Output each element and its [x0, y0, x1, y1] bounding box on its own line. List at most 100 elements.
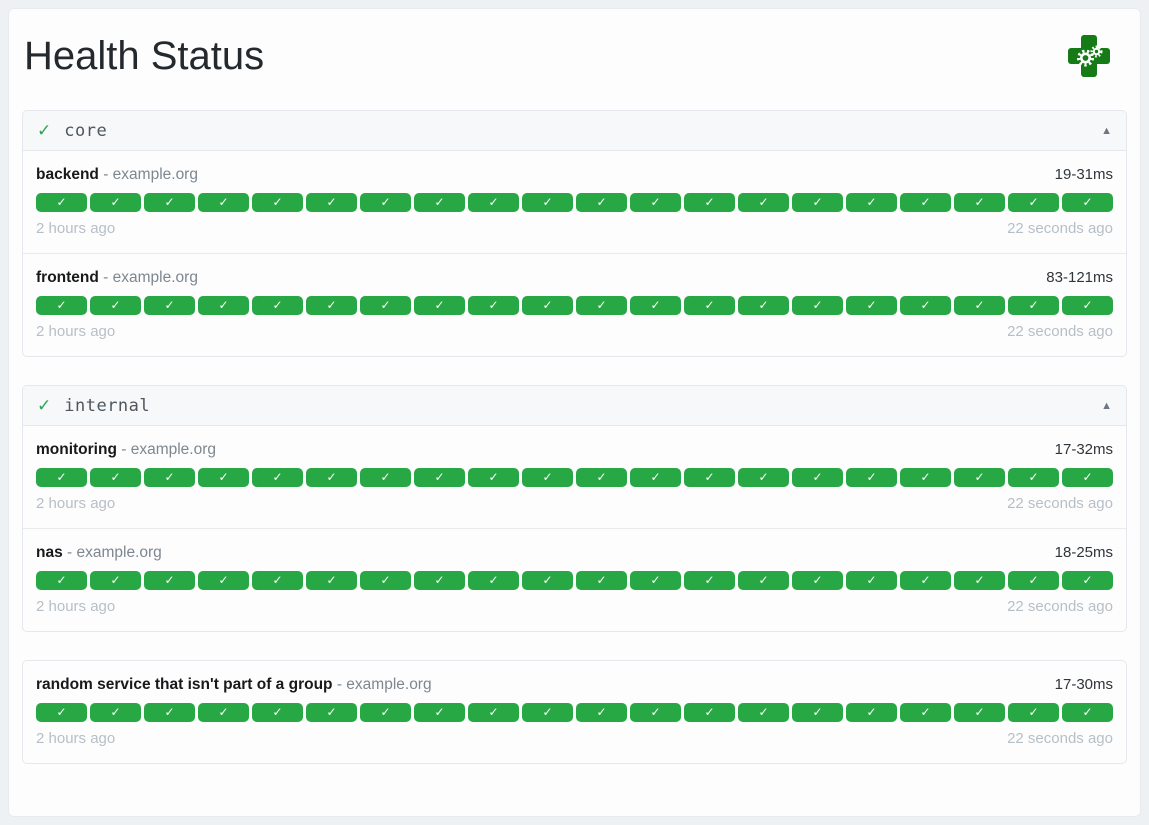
- health-check-success-badge[interactable]: ✓: [414, 468, 465, 487]
- health-check-success-badge[interactable]: ✓: [198, 193, 249, 212]
- health-check-success-badge[interactable]: ✓: [36, 193, 87, 212]
- health-check-success-badge[interactable]: ✓: [900, 703, 951, 722]
- health-check-success-badge[interactable]: ✓: [144, 296, 195, 315]
- health-check-success-badge[interactable]: ✓: [414, 193, 465, 212]
- health-check-success-badge[interactable]: ✓: [846, 296, 897, 315]
- health-check-success-badge[interactable]: ✓: [468, 571, 519, 590]
- health-check-success-badge[interactable]: ✓: [630, 468, 681, 487]
- health-check-success-badge[interactable]: ✓: [252, 296, 303, 315]
- endpoint-name[interactable]: nas: [36, 544, 63, 561]
- health-check-success-badge[interactable]: ✓: [630, 193, 681, 212]
- health-check-success-badge[interactable]: ✓: [576, 468, 627, 487]
- health-check-success-badge[interactable]: ✓: [90, 571, 141, 590]
- health-check-success-badge[interactable]: ✓: [792, 193, 843, 212]
- health-check-success-badge[interactable]: ✓: [846, 193, 897, 212]
- health-check-success-badge[interactable]: ✓: [198, 296, 249, 315]
- collapse-arrow-icon[interactable]: ▲: [1101, 124, 1112, 137]
- group-header-internal[interactable]: ✓ internal ▲: [23, 386, 1126, 426]
- health-check-success-badge[interactable]: ✓: [1008, 468, 1059, 487]
- health-check-success-badge[interactable]: ✓: [36, 703, 87, 722]
- health-check-success-badge[interactable]: ✓: [252, 571, 303, 590]
- health-check-success-badge[interactable]: ✓: [630, 296, 681, 315]
- health-check-success-badge[interactable]: ✓: [522, 296, 573, 315]
- health-check-success-badge[interactable]: ✓: [738, 703, 789, 722]
- health-check-success-badge[interactable]: ✓: [360, 703, 411, 722]
- health-check-success-badge[interactable]: ✓: [1062, 193, 1113, 212]
- health-check-success-badge[interactable]: ✓: [252, 193, 303, 212]
- health-check-success-badge[interactable]: ✓: [306, 296, 357, 315]
- health-check-success-badge[interactable]: ✓: [144, 193, 195, 212]
- health-check-success-badge[interactable]: ✓: [90, 296, 141, 315]
- health-check-success-badge[interactable]: ✓: [900, 468, 951, 487]
- health-check-success-badge[interactable]: ✓: [900, 296, 951, 315]
- health-check-success-badge[interactable]: ✓: [1008, 703, 1059, 722]
- group-header-core[interactable]: ✓ core ▲: [23, 111, 1126, 151]
- health-check-success-badge[interactable]: ✓: [1062, 703, 1113, 722]
- collapse-arrow-icon[interactable]: ▲: [1101, 399, 1112, 412]
- health-check-success-badge[interactable]: ✓: [738, 468, 789, 487]
- health-check-success-badge[interactable]: ✓: [684, 468, 735, 487]
- health-check-success-badge[interactable]: ✓: [198, 468, 249, 487]
- health-check-success-badge[interactable]: ✓: [198, 703, 249, 722]
- health-check-success-badge[interactable]: ✓: [954, 296, 1005, 315]
- health-check-success-badge[interactable]: ✓: [144, 703, 195, 722]
- health-check-success-badge[interactable]: ✓: [468, 703, 519, 722]
- health-check-success-badge[interactable]: ✓: [630, 571, 681, 590]
- health-check-success-badge[interactable]: ✓: [684, 296, 735, 315]
- health-check-success-badge[interactable]: ✓: [1062, 468, 1113, 487]
- health-check-success-badge[interactable]: ✓: [468, 468, 519, 487]
- health-check-success-badge[interactable]: ✓: [792, 703, 843, 722]
- health-check-success-badge[interactable]: ✓: [738, 571, 789, 590]
- health-check-success-badge[interactable]: ✓: [738, 296, 789, 315]
- health-check-success-badge[interactable]: ✓: [252, 468, 303, 487]
- health-check-success-badge[interactable]: ✓: [1062, 296, 1113, 315]
- endpoint-name[interactable]: frontend: [36, 269, 99, 286]
- health-check-success-badge[interactable]: ✓: [360, 468, 411, 487]
- health-check-success-badge[interactable]: ✓: [630, 703, 681, 722]
- health-check-success-badge[interactable]: ✓: [252, 703, 303, 722]
- endpoint-name[interactable]: random service that isn't part of a grou…: [36, 676, 333, 693]
- health-check-success-badge[interactable]: ✓: [846, 703, 897, 722]
- health-check-success-badge[interactable]: ✓: [468, 296, 519, 315]
- health-check-success-badge[interactable]: ✓: [576, 703, 627, 722]
- health-check-success-badge[interactable]: ✓: [1008, 571, 1059, 590]
- health-check-success-badge[interactable]: ✓: [306, 571, 357, 590]
- health-check-success-badge[interactable]: ✓: [576, 571, 627, 590]
- health-check-success-badge[interactable]: ✓: [684, 703, 735, 722]
- health-check-success-badge[interactable]: ✓: [36, 571, 87, 590]
- health-check-success-badge[interactable]: ✓: [414, 571, 465, 590]
- health-check-success-badge[interactable]: ✓: [306, 193, 357, 212]
- health-check-success-badge[interactable]: ✓: [36, 468, 87, 487]
- health-check-success-badge[interactable]: ✓: [90, 468, 141, 487]
- health-check-success-badge[interactable]: ✓: [846, 571, 897, 590]
- health-check-success-badge[interactable]: ✓: [522, 193, 573, 212]
- health-check-success-badge[interactable]: ✓: [576, 193, 627, 212]
- health-check-success-badge[interactable]: ✓: [1062, 571, 1113, 590]
- health-check-success-badge[interactable]: ✓: [1008, 193, 1059, 212]
- health-check-success-badge[interactable]: ✓: [414, 703, 465, 722]
- health-check-success-badge[interactable]: ✓: [360, 296, 411, 315]
- health-check-success-badge[interactable]: ✓: [414, 296, 465, 315]
- health-check-success-badge[interactable]: ✓: [900, 193, 951, 212]
- health-check-success-badge[interactable]: ✓: [792, 571, 843, 590]
- health-check-success-badge[interactable]: ✓: [306, 468, 357, 487]
- health-check-success-badge[interactable]: ✓: [144, 468, 195, 487]
- health-check-success-badge[interactable]: ✓: [198, 571, 249, 590]
- health-check-success-badge[interactable]: ✓: [954, 468, 1005, 487]
- health-check-success-badge[interactable]: ✓: [954, 703, 1005, 722]
- health-check-success-badge[interactable]: ✓: [522, 703, 573, 722]
- health-check-success-badge[interactable]: ✓: [576, 296, 627, 315]
- health-check-success-badge[interactable]: ✓: [306, 703, 357, 722]
- health-check-success-badge[interactable]: ✓: [684, 571, 735, 590]
- health-check-success-badge[interactable]: ✓: [360, 193, 411, 212]
- health-check-success-badge[interactable]: ✓: [954, 571, 1005, 590]
- health-check-success-badge[interactable]: ✓: [36, 296, 87, 315]
- health-check-success-badge[interactable]: ✓: [684, 193, 735, 212]
- health-check-success-badge[interactable]: ✓: [90, 703, 141, 722]
- health-check-success-badge[interactable]: ✓: [792, 296, 843, 315]
- endpoint-name[interactable]: monitoring: [36, 441, 117, 458]
- health-check-success-badge[interactable]: ✓: [1008, 296, 1059, 315]
- health-check-success-badge[interactable]: ✓: [792, 468, 843, 487]
- health-check-success-badge[interactable]: ✓: [522, 571, 573, 590]
- health-check-success-badge[interactable]: ✓: [144, 571, 195, 590]
